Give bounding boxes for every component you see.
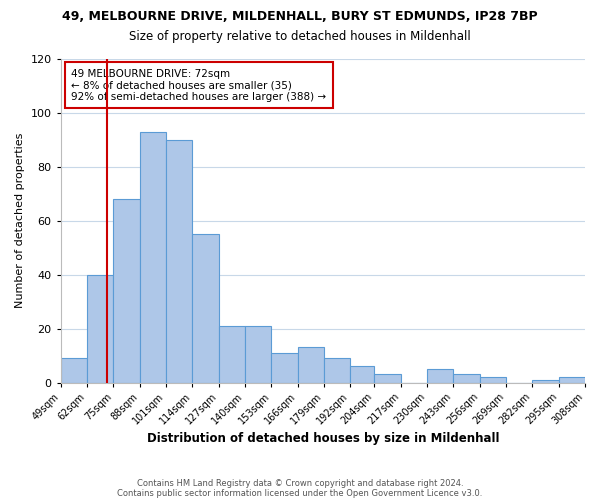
Bar xyxy=(61,358,87,382)
Bar xyxy=(245,326,271,382)
Bar xyxy=(113,199,140,382)
Bar xyxy=(350,366,374,382)
Bar xyxy=(218,326,245,382)
Bar xyxy=(532,380,559,382)
Y-axis label: Number of detached properties: Number of detached properties xyxy=(15,133,25,308)
Bar xyxy=(87,274,113,382)
Text: 49 MELBOURNE DRIVE: 72sqm
← 8% of detached houses are smaller (35)
92% of semi-d: 49 MELBOURNE DRIVE: 72sqm ← 8% of detach… xyxy=(71,68,326,102)
Bar xyxy=(166,140,192,382)
Bar xyxy=(192,234,218,382)
Text: 49, MELBOURNE DRIVE, MILDENHALL, BURY ST EDMUNDS, IP28 7BP: 49, MELBOURNE DRIVE, MILDENHALL, BURY ST… xyxy=(62,10,538,23)
Bar xyxy=(298,348,324,382)
Bar xyxy=(271,353,298,382)
Bar xyxy=(140,132,166,382)
Bar xyxy=(374,374,401,382)
Bar xyxy=(559,377,585,382)
Bar xyxy=(454,374,480,382)
X-axis label: Distribution of detached houses by size in Mildenhall: Distribution of detached houses by size … xyxy=(146,432,499,445)
Text: Contains public sector information licensed under the Open Government Licence v3: Contains public sector information licen… xyxy=(118,488,482,498)
Text: Contains HM Land Registry data © Crown copyright and database right 2024.: Contains HM Land Registry data © Crown c… xyxy=(137,478,463,488)
Text: Size of property relative to detached houses in Mildenhall: Size of property relative to detached ho… xyxy=(129,30,471,43)
Bar xyxy=(427,369,454,382)
Bar xyxy=(480,377,506,382)
Bar xyxy=(324,358,350,382)
